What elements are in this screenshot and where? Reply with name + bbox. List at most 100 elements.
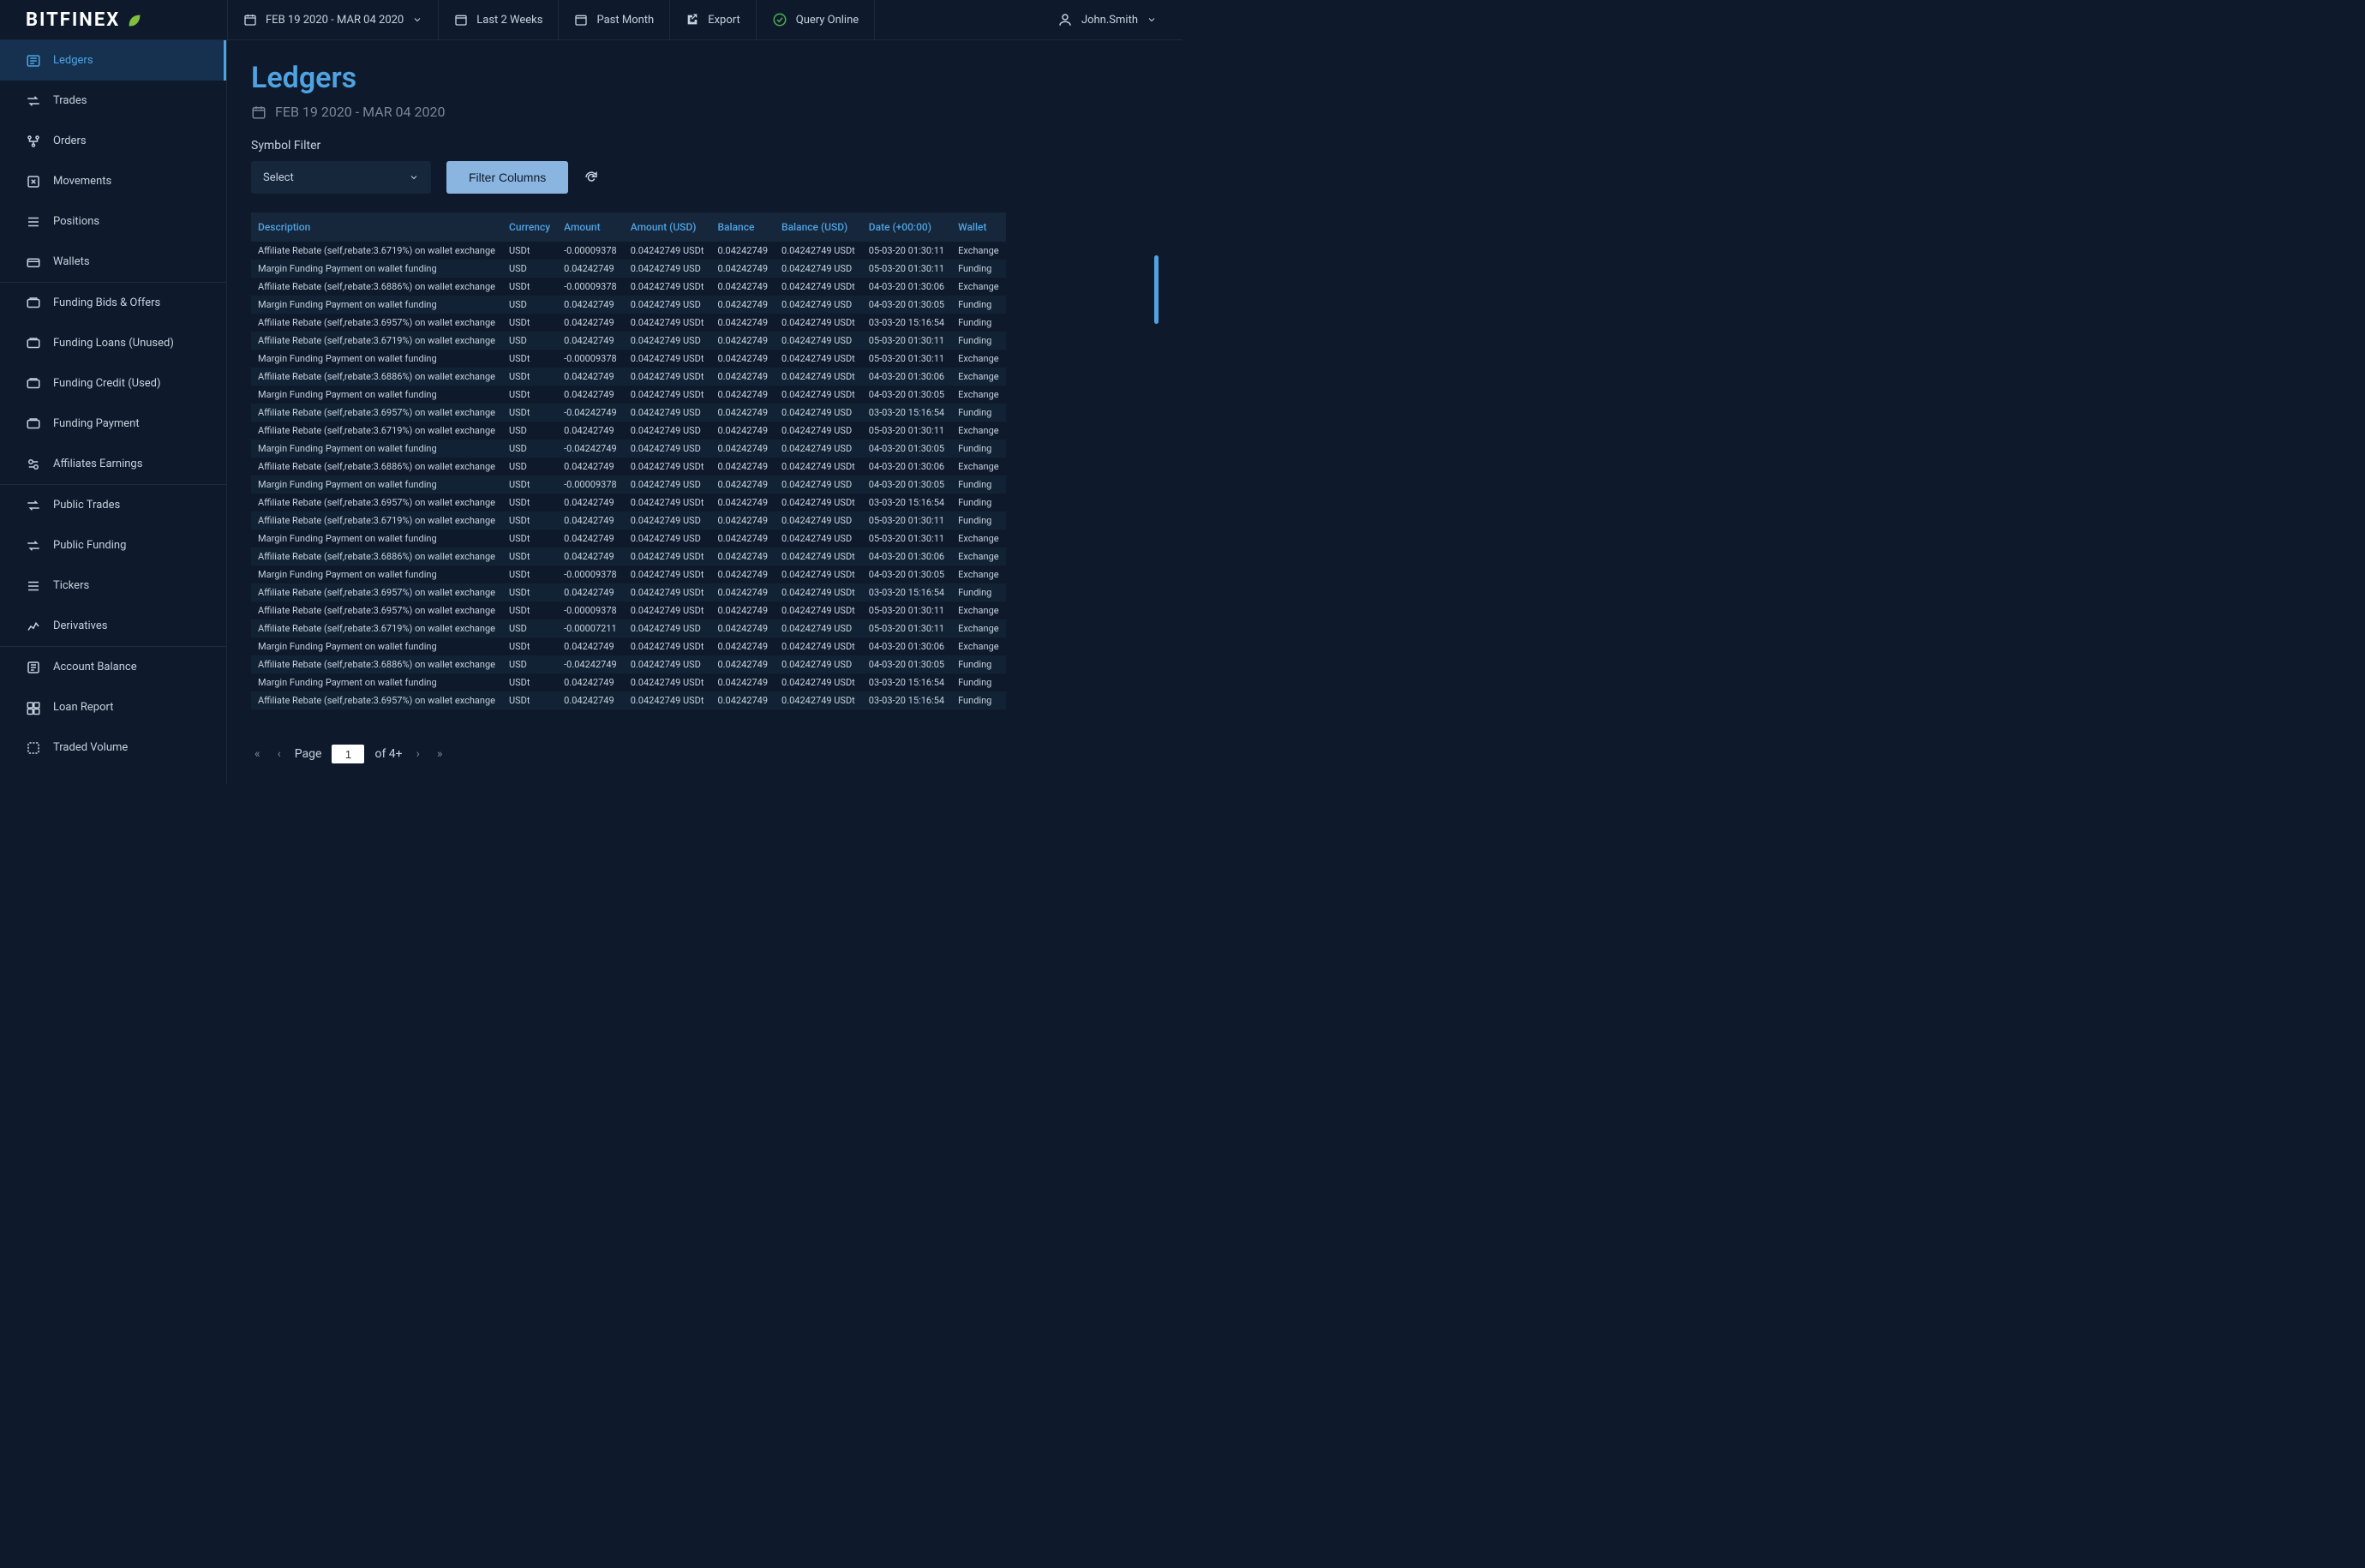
table-row[interactable]: Margin Funding Payment on wallet funding… (251, 260, 1006, 278)
table-cell: Funding (951, 494, 1006, 512)
table-cell: 04-03-20 01:30:05 (862, 476, 951, 494)
table-row[interactable]: Affiliate Rebate (self,rebate:3.6886%) o… (251, 368, 1006, 386)
table-cell: Exchange (951, 350, 1006, 368)
user-menu[interactable]: John.Smith (1042, 12, 1182, 27)
table-row[interactable]: Affiliate Rebate (self,rebate:3.6957%) o… (251, 404, 1006, 422)
table-row[interactable]: Margin Funding Payment on wallet funding… (251, 673, 1006, 691)
table-row[interactable]: Margin Funding Payment on wallet funding… (251, 566, 1006, 584)
table-row[interactable]: Margin Funding Payment on wallet funding… (251, 350, 1006, 368)
table-row[interactable]: Affiliate Rebate (self,rebate:3.6886%) o… (251, 655, 1006, 673)
sidebar-item-account-balance[interactable]: Account Balance (0, 647, 226, 687)
sidebar-item-positions[interactable]: Positions (0, 201, 226, 242)
table-row[interactable]: Affiliate Rebate (self,rebate:3.6719%) o… (251, 242, 1006, 260)
column-header[interactable]: Date (+00:00) (862, 212, 951, 242)
table-cell: USDt (502, 350, 557, 368)
table-cell: 0.04242749 USDt (624, 350, 711, 368)
sidebar-item-loan-report[interactable]: Loan Report (0, 687, 226, 727)
page-last-button[interactable]: » (434, 747, 446, 761)
sidebar-item-orders[interactable]: Orders (0, 121, 226, 161)
sidebar-item-derivatives[interactable]: Derivatives (0, 606, 226, 646)
ledgers-table: DescriptionCurrencyAmountAmount (USD)Bal… (251, 212, 1006, 709)
table-row[interactable]: Affiliate Rebate (self,rebate:3.6719%) o… (251, 619, 1006, 637)
table-cell: Affiliate Rebate (self,rebate:3.6957%) o… (251, 404, 502, 422)
table-cell: -0.04242749 (557, 655, 624, 673)
page-number-input[interactable] (332, 745, 364, 763)
table-row[interactable]: Margin Funding Payment on wallet funding… (251, 440, 1006, 458)
table-row[interactable]: Margin Funding Payment on wallet funding… (251, 296, 1006, 314)
sidebar-item-label: Affiliates Earnings (53, 458, 142, 470)
table-cell: USDt (502, 530, 557, 548)
sidebar-item-funding-payment[interactable]: Funding Payment (0, 404, 226, 444)
table-row[interactable]: Affiliate Rebate (self,rebate:3.6957%) o… (251, 314, 1006, 332)
table-row[interactable]: Affiliate Rebate (self,rebate:3.6719%) o… (251, 512, 1006, 530)
sidebar-item-funding-credit-used-[interactable]: Funding Credit (Used) (0, 363, 226, 404)
table-row[interactable]: Margin Funding Payment on wallet funding… (251, 530, 1006, 548)
scrollbar-thumb[interactable] (1154, 255, 1159, 324)
table-cell: Affiliate Rebate (self,rebate:3.6719%) o… (251, 619, 502, 637)
table-row[interactable]: Affiliate Rebate (self,rebate:3.6886%) o… (251, 548, 1006, 566)
table-row[interactable]: Margin Funding Payment on wallet funding… (251, 476, 1006, 494)
last-2-weeks-button[interactable]: Last 2 Weeks (439, 0, 559, 39)
sidebar-item-traded-volume[interactable]: Traded Volume (0, 727, 226, 768)
sidebar-item-funding-loans-unused-[interactable]: Funding Loans (Unused) (0, 323, 226, 363)
column-header[interactable]: Currency (502, 212, 557, 242)
sidebar-item-affiliates-earnings[interactable]: Affiliates Earnings (0, 444, 226, 484)
column-header[interactable]: Description (251, 212, 502, 242)
table-cell: 0.04242749 (557, 584, 624, 601)
table-cell: Exchange (951, 530, 1006, 548)
page-next-button[interactable]: › (413, 747, 423, 761)
sidebar-item-trades[interactable]: Trades (0, 81, 226, 121)
sidebar-item-ledgers[interactable]: Ledgers (0, 40, 226, 81)
topbar-actions: FEB 19 2020 - MAR 04 2020 Last 2 Weeks P… (227, 0, 875, 39)
table-cell: Exchange (951, 601, 1006, 619)
table-cell: 05-03-20 01:30:11 (862, 619, 951, 637)
past-month-button[interactable]: Past Month (559, 0, 670, 39)
filter-columns-button[interactable]: Filter Columns (446, 161, 568, 194)
table-cell: 04-03-20 01:30:06 (862, 637, 951, 655)
sidebar-item-public-funding[interactable]: Public Funding (0, 525, 226, 566)
column-header[interactable]: Balance (USD) (775, 212, 862, 242)
table-cell: 0.04242749 (557, 673, 624, 691)
table-cell: 0.04242749 USDt (775, 584, 862, 601)
sidebar-item-label: Public Funding (53, 539, 126, 552)
table-row[interactable]: Affiliate Rebate (self,rebate:3.6886%) o… (251, 458, 1006, 476)
table-row[interactable]: Margin Funding Payment on wallet funding… (251, 637, 1006, 655)
table-row[interactable]: Affiliate Rebate (self,rebate:3.6957%) o… (251, 691, 1006, 709)
table-cell: 0.04242749 (557, 422, 624, 440)
page-prev-button[interactable]: ‹ (274, 747, 284, 761)
table-row[interactable]: Affiliate Rebate (self,rebate:3.6719%) o… (251, 422, 1006, 440)
sidebar-item-funding-bids-offers[interactable]: Funding Bids & Offers (0, 283, 226, 323)
sidebar-item-public-trades[interactable]: Public Trades (0, 485, 226, 525)
column-header[interactable]: Amount (557, 212, 624, 242)
table-cell: 0.04242749 (557, 637, 624, 655)
table-row[interactable]: Affiliate Rebate (self,rebate:3.6957%) o… (251, 601, 1006, 619)
table-cell: 0.04242749 USD (775, 260, 862, 278)
column-header[interactable]: Wallet (951, 212, 1006, 242)
table-cell: USD (502, 332, 557, 350)
query-online-button[interactable]: Query Online (757, 0, 875, 39)
export-button[interactable]: Export (670, 0, 757, 39)
sidebar-item-label: Loan Report (53, 701, 113, 714)
daterange-picker[interactable]: FEB 19 2020 - MAR 04 2020 (227, 0, 439, 39)
sidebar-item-movements[interactable]: Movements (0, 161, 226, 201)
table-cell: -0.00009378 (557, 566, 624, 584)
last-2-weeks-label: Last 2 Weeks (476, 14, 542, 27)
chevron-down-icon (412, 15, 422, 25)
table-row[interactable]: Margin Funding Payment on wallet funding… (251, 386, 1006, 404)
page-first-button[interactable]: « (251, 747, 264, 761)
table-cell: 0.04242749 USDt (624, 548, 711, 566)
column-header[interactable]: Balance (710, 212, 775, 242)
refresh-button[interactable] (584, 170, 599, 185)
table-cell: 0.04242749 USDt (775, 601, 862, 619)
table-row[interactable]: Affiliate Rebate (self,rebate:3.6957%) o… (251, 584, 1006, 601)
table-row[interactable]: Affiliate Rebate (self,rebate:3.6957%) o… (251, 494, 1006, 512)
sidebar-item-tickers[interactable]: Tickers (0, 566, 226, 606)
column-header[interactable]: Amount (USD) (624, 212, 711, 242)
sidebar-item-wallets[interactable]: Wallets (0, 242, 226, 282)
symbol-filter-select[interactable]: Select (251, 161, 431, 194)
table-cell: 0.04242749 (710, 619, 775, 637)
nav-icon (26, 740, 41, 756)
table-cell: -0.04242749 (557, 404, 624, 422)
table-row[interactable]: Affiliate Rebate (self,rebate:3.6719%) o… (251, 332, 1006, 350)
table-row[interactable]: Affiliate Rebate (self,rebate:3.6886%) o… (251, 278, 1006, 296)
